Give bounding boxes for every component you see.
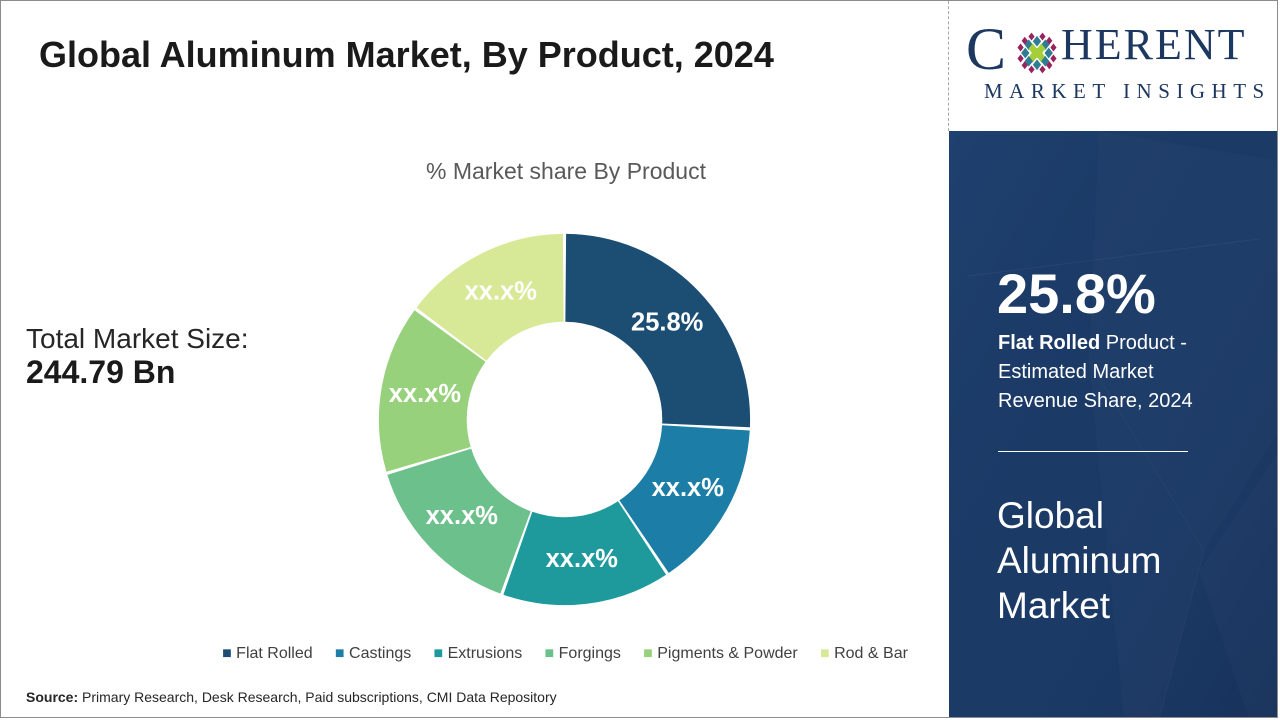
svg-text:xx.x%: xx.x%: [465, 278, 537, 306]
svg-text:25.8%: 25.8%: [631, 309, 703, 337]
svg-text:xx.x%: xx.x%: [546, 545, 618, 573]
svg-text:xx.x%: xx.x%: [389, 380, 461, 408]
svg-text:xx.x%: xx.x%: [652, 474, 724, 502]
svg-text:xx.x%: xx.x%: [426, 502, 498, 530]
